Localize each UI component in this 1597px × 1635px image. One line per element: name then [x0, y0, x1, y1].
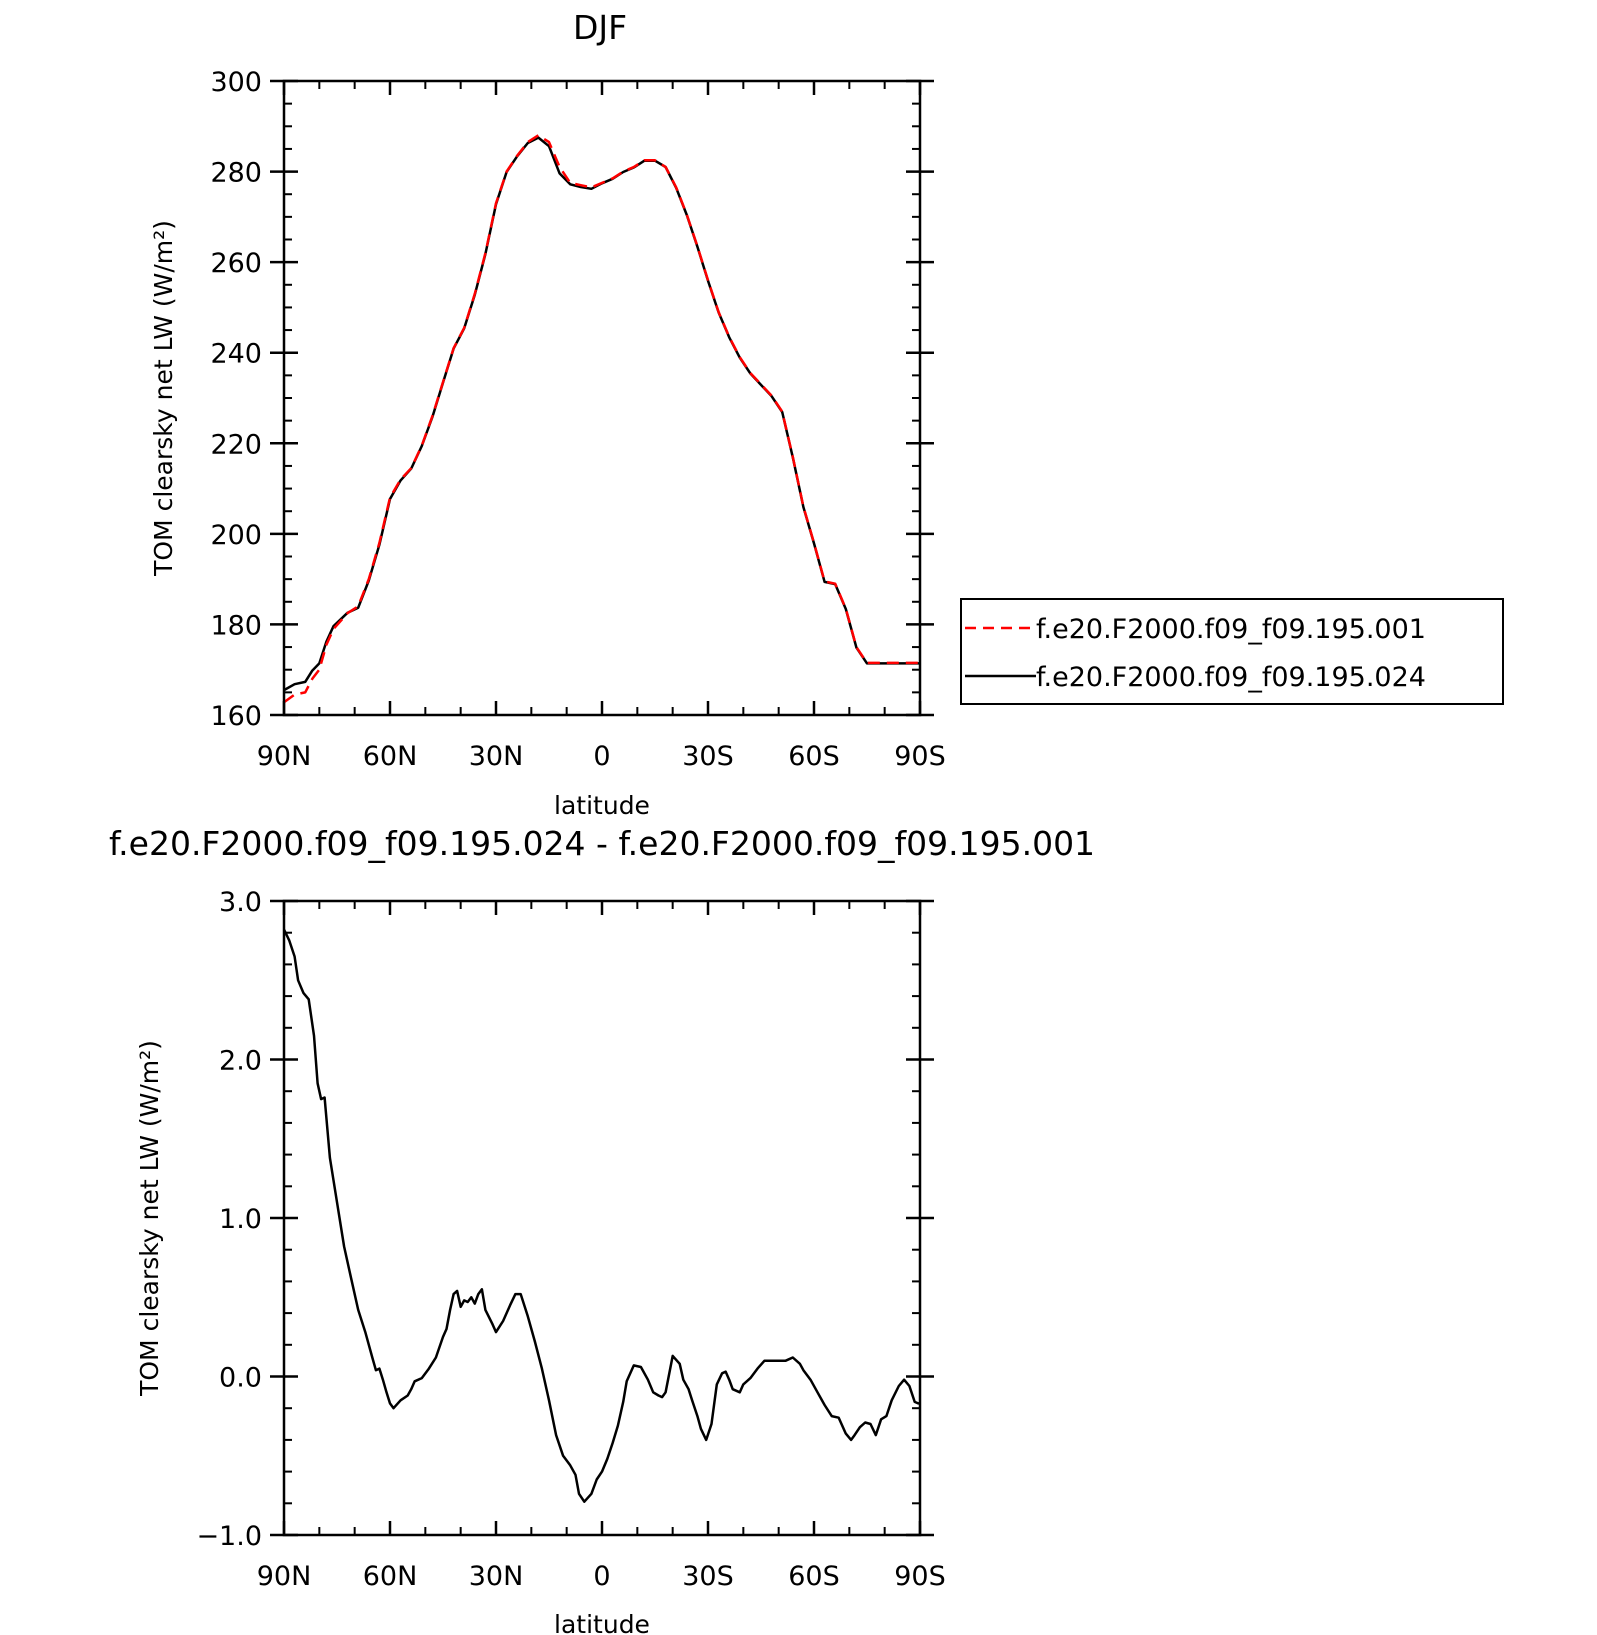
legend-label-series-1: f.e20.F2000.f09_f09.195.001	[1036, 614, 1426, 645]
top-x-tick-label: 90S	[894, 741, 946, 772]
bottom-x-tick-labels: 90N 60N 30N 0 30S 60S 90S	[257, 1561, 946, 1592]
top-x-tick-labels: 90N 60N 30N 0 30S 60S 90S	[257, 741, 946, 772]
bottom-y-tick-labels: −1.0 0.0 1.0 2.0 3.0	[196, 887, 262, 1552]
bottom-x-axis-label: latitude	[554, 1610, 650, 1635]
top-x-tick-label: 30S	[682, 741, 734, 772]
top-x-tick-label: 0	[593, 741, 610, 772]
bottom-series-line-1	[282, 928, 920, 1503]
top-y-tick-label: 160	[210, 701, 262, 732]
bottom-x-tick-label: 0	[593, 1561, 610, 1592]
top-series-line-1	[283, 134, 920, 704]
bottom-y-tick-label: 1.0	[219, 1204, 262, 1235]
legend-label-series-2: f.e20.F2000.f09_f09.195.024	[1036, 662, 1426, 693]
top-chart-series	[283, 134, 920, 704]
legend: f.e20.F2000.f09_f09.195.001 f.e20.F2000.…	[960, 598, 1504, 705]
bottom-chart: f.e20.F2000.f09_f09.195.024 - f.e20.F200…	[109, 824, 1095, 1635]
top-x-axis-label: latitude	[554, 791, 650, 820]
bottom-plot-frame	[282, 899, 922, 1537]
bottom-chart-series	[282, 928, 920, 1503]
bottom-x-tick-label: 30S	[682, 1561, 734, 1592]
top-y-tick-label: 260	[210, 248, 262, 279]
bottom-x-tick-label: 90N	[257, 1561, 312, 1592]
top-y-tick-label: 220	[210, 429, 262, 460]
top-x-tick-label: 90N	[257, 741, 312, 772]
top-y-tick-labels: 160 180 200 220 240 260 280 300	[210, 67, 262, 732]
bottom-x-tick-label: 60S	[788, 1561, 840, 1592]
top-chart-title: DJF	[573, 8, 627, 47]
bottom-chart-title: f.e20.F2000.f09_f09.195.024 - f.e20.F200…	[109, 824, 1095, 863]
top-y-tick-label: 200	[210, 520, 262, 551]
bottom-x-tick-label: 60N	[363, 1561, 418, 1592]
bottom-y-tick-label: 3.0	[219, 887, 262, 918]
top-y-tick-label: 280	[210, 158, 262, 189]
top-x-tick-label: 60N	[363, 741, 418, 772]
top-y-tick-label: 240	[210, 339, 262, 370]
top-x-tick-label: 60S	[788, 741, 840, 772]
bottom-x-tick-label: 90S	[894, 1561, 946, 1592]
bottom-y-tick-label: −1.0	[196, 1521, 262, 1552]
top-x-tick-label: 30N	[469, 741, 524, 772]
top-chart: DJF 90N 60N 30N 0 30S 60S 90S 160 180 200 220 240 2…	[149, 8, 1504, 820]
top-y-axis-label: TOM clearsky net LW (W/m²)	[149, 220, 178, 577]
top-plot-frame	[282, 79, 922, 717]
bottom-y-tick-label: 2.0	[219, 1046, 262, 1077]
bottom-y-axis-label: TOM clearsky net LW (W/m²)	[135, 1040, 164, 1397]
top-y-tick-label: 180	[210, 610, 262, 641]
top-y-tick-label: 300	[210, 67, 262, 98]
bottom-x-tick-label: 30N	[469, 1561, 524, 1592]
legend-box	[960, 598, 1504, 705]
bottom-y-tick-label: 0.0	[219, 1363, 262, 1394]
